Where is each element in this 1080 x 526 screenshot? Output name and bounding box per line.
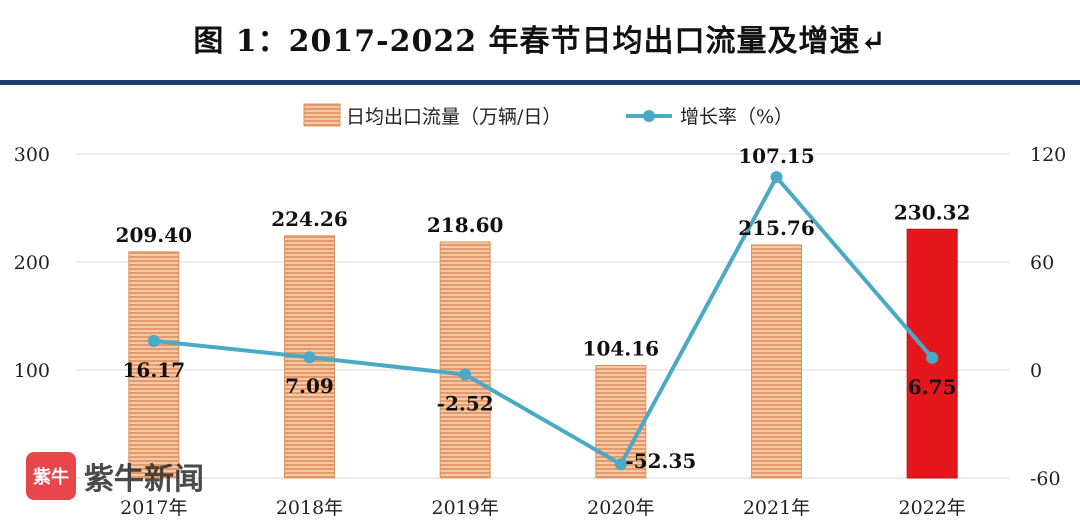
bar-value-label: 218.60 — [427, 213, 504, 237]
growth-rate-line — [153, 175, 934, 467]
bar — [128, 251, 180, 479]
bar-value-label: 104.16 — [583, 337, 660, 361]
watermark: 紫牛 紫牛新闻 — [26, 452, 204, 500]
growth-rate-point — [147, 334, 160, 347]
legend-bar-label: 日均出口流量（万辆/日） — [346, 106, 561, 128]
bar-value-label: 230.32 — [894, 200, 971, 224]
y-left-tick-label: 200 — [14, 252, 50, 274]
legend-bar-swatch — [303, 103, 341, 127]
line-value-label: 6.75 — [908, 375, 957, 399]
bar-value-label: 224.26 — [271, 207, 348, 231]
watermark-text: 紫牛新闻 — [84, 462, 204, 497]
x-tick-label: 2021年 — [743, 497, 810, 519]
x-tick-label: 2018年 — [276, 497, 343, 519]
line-value-label: 7.09 — [285, 374, 334, 398]
growth-rate-point — [459, 368, 472, 381]
y-right-tick-label: 0 — [1030, 360, 1042, 382]
line-value-label: -2.52 — [437, 392, 494, 416]
y-left-tick-label: 300 — [14, 144, 50, 166]
x-tick-label: 2020年 — [587, 497, 654, 519]
growth-rate-point — [614, 458, 627, 471]
growth-rate-point — [926, 351, 939, 364]
watermark-logo: 紫牛 — [26, 452, 76, 500]
y-right-tick-label: -60 — [1030, 468, 1061, 490]
line-value-label: 16.17 — [123, 358, 186, 382]
bar-value-label: 209.40 — [116, 223, 193, 247]
legend-line-label: 增长率（%） — [680, 106, 793, 128]
y-left-tick-label: 100 — [14, 360, 50, 382]
x-tick-label: 2019年 — [431, 497, 498, 519]
bar-value-label: 215.76 — [738, 216, 815, 240]
legend-line-marker — [643, 110, 655, 122]
title-rule — [0, 80, 1080, 85]
growth-rate-point — [770, 171, 783, 184]
chart-title: 图 1：2017-2022 年春节日均出口流量及增速↵ — [193, 24, 887, 59]
y-right-tick-label: 60 — [1030, 252, 1054, 274]
growth-rate-point — [303, 351, 316, 364]
y-right-tick-label: 120 — [1030, 144, 1066, 166]
bar — [751, 244, 802, 479]
bar — [439, 241, 491, 479]
line-value-label: 107.15 — [738, 144, 815, 168]
x-tick-label: 2022年 — [898, 497, 965, 519]
line-value-label: -52.35 — [625, 449, 696, 473]
x-tick-label: 2017年 — [120, 497, 187, 519]
